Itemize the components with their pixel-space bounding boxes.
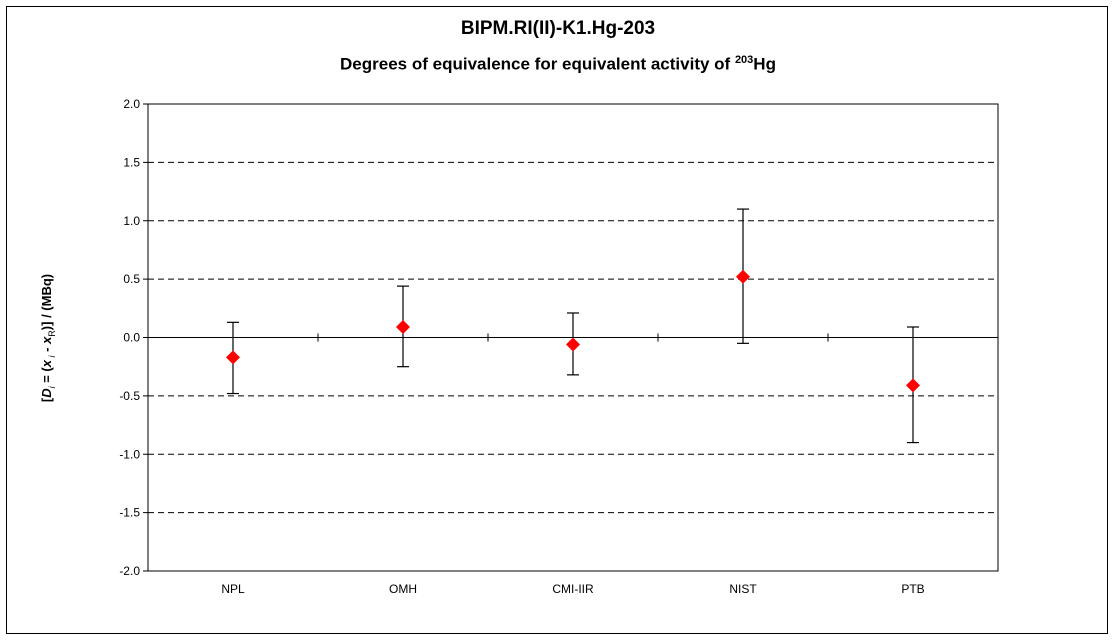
y-tick-label: -0.5 (119, 389, 140, 403)
x-tick-label: NPL (221, 582, 245, 596)
y-tick-label: 2.0 (123, 97, 140, 111)
chart-title: BIPM.RI(II)-K1.Hg-203 (460, 18, 656, 39)
subtitle-prefix: Degrees of equivalence for equivalent ac… (340, 54, 735, 74)
data-point (566, 337, 580, 352)
subtitle-suffix: Hg (753, 54, 776, 74)
data-point (736, 269, 750, 284)
data-point (906, 378, 920, 393)
y-tick-label: -1.5 (119, 506, 140, 520)
y-tick-label: 0.5 (123, 272, 140, 286)
x-tick-label: PTB (901, 582, 924, 596)
chart-subtitle: Degrees of equivalence for equivalent ac… (0, 54, 1116, 75)
chart-frame (6, 6, 1108, 634)
subtitle-superscript: 203 (734, 54, 754, 66)
x-tick-label: NIST (729, 582, 757, 596)
y-tick-label: 1.0 (123, 214, 140, 228)
y-tick-label: 0.0 (123, 331, 140, 345)
x-tick-label: OMH (389, 582, 417, 596)
data-point (226, 350, 240, 365)
y-tick-label: -1.0 (119, 447, 140, 461)
y-tick-label: -2.0 (119, 564, 140, 578)
data-point (396, 319, 410, 334)
y-tick-label: 1.5 (123, 155, 140, 169)
x-tick-label: CMI-IIR (552, 582, 594, 596)
